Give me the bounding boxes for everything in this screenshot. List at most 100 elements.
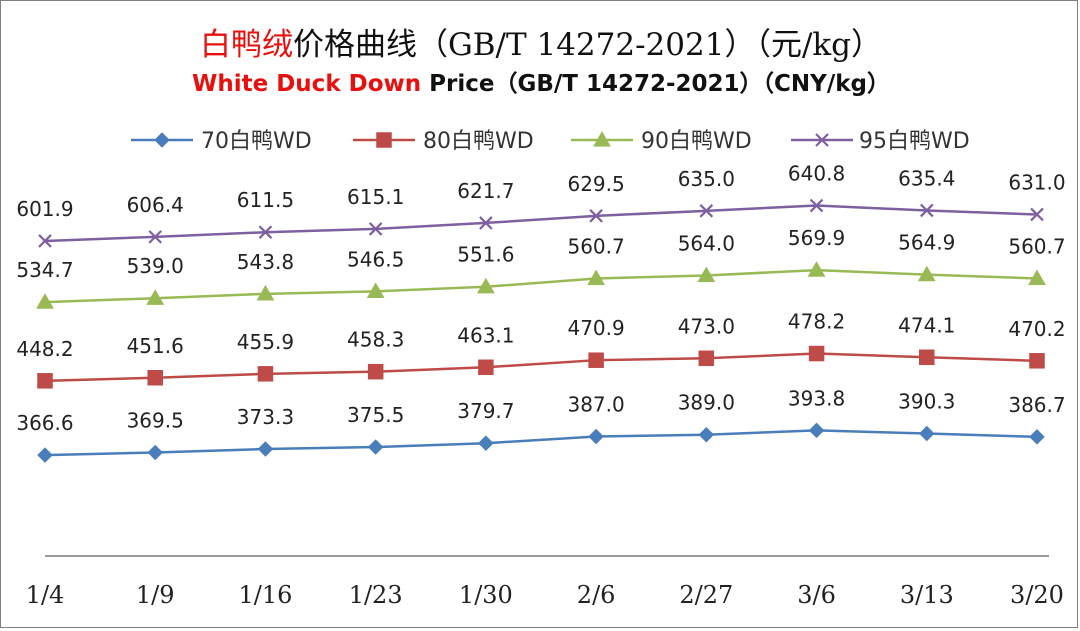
data-label: 455.9 (237, 330, 294, 354)
series-line (44, 268, 1038, 304)
data-label: 564.0 (678, 231, 735, 255)
data-label: 631.0 (1008, 170, 1065, 194)
data-label: 389.0 (678, 391, 735, 415)
data-label: 615.1 (347, 185, 404, 209)
legend-label: 90白鸭WD (641, 129, 752, 154)
chart-title-cn: 白鸭绒价格曲线（GB/T 14272-2021）（元/kg） (200, 27, 882, 63)
data-point (807, 261, 826, 277)
data-point (478, 435, 494, 452)
legend-item: 95白鸭WD (791, 129, 970, 154)
data-point (697, 266, 716, 283)
data-point (368, 222, 383, 236)
x-tick-label: 3/6 (797, 581, 836, 609)
data-point (919, 349, 935, 366)
data-point (919, 203, 934, 218)
x-tick-label: 1/4 (26, 581, 65, 609)
data-label: 621.7 (457, 179, 514, 203)
data-label: 470.9 (567, 316, 624, 340)
data-point (476, 277, 495, 294)
chart-title-cn-rest: 价格曲线（GB/T 14272-2021）（元/kg） (293, 27, 882, 63)
data-point (367, 363, 384, 380)
data-point (1028, 269, 1046, 286)
data-label: 546.5 (347, 247, 404, 271)
data-point (478, 359, 494, 376)
series: 534.7 539.0 543.8 546.5 551.6 560.7 564.0 569.9… (16, 226, 1066, 309)
chart-title-en-rest: Price（GB/T 14272-2021）（CNY/kg） (421, 70, 890, 97)
data-label: 635.0 (678, 167, 735, 191)
data-label: 448.2 (16, 337, 73, 361)
data-label: 543.8 (237, 250, 294, 274)
legend-marker (154, 132, 170, 148)
data-point (479, 216, 493, 230)
data-label: 629.5 (567, 172, 624, 196)
series-line (44, 429, 1038, 457)
data-label: 373.3 (237, 405, 294, 429)
data-label: 560.7 (567, 234, 624, 258)
chart-legend: 70白鸭WD 80白鸭WD 90白鸭WD 95白鸭WD (131, 129, 970, 154)
data-label: 473.0 (678, 314, 735, 338)
data-point (256, 284, 275, 301)
data-point (1029, 353, 1045, 369)
x-tick-label: 1/23 (349, 581, 403, 609)
data-point (808, 345, 825, 362)
legend-marker (815, 133, 829, 147)
data-label: 560.7 (1008, 234, 1065, 258)
data-point (588, 428, 604, 445)
data-label: 463.1 (457, 323, 514, 347)
data-label: 564.9 (898, 231, 955, 255)
data-label: 534.7 (16, 258, 73, 282)
series: 448.2 451.6 455.9 458.3 463.1 470.9 473.0 478.2… (16, 310, 1066, 389)
series: 601.9 606.4 611.5 615.1 621.7 629.5 635.0 640.8… (16, 162, 1066, 248)
x-axis-ticks: 1/4 1/9 1/16 1/23 1/30 2/6 2/27 3/6 3/13 3/20 (26, 581, 1064, 609)
data-point (147, 370, 163, 386)
x-tick-label: 1/30 (459, 581, 513, 609)
data-point (146, 289, 165, 305)
x-tick-label: 1/9 (136, 581, 175, 609)
data-point (37, 373, 53, 389)
data-label: 379.7 (457, 399, 514, 423)
data-label: 390.3 (898, 390, 955, 414)
plot-area: 366.6 369.5 373.3 375.5 379.7 387.0 389.0 393.8… (16, 162, 1066, 463)
data-point (1030, 207, 1044, 222)
legend-label: 70白鸭WD (201, 129, 312, 154)
x-tick-label: 3/20 (1010, 581, 1064, 609)
chart-title-en-accent: White Duck Down (192, 71, 421, 97)
data-point (917, 265, 936, 282)
data-label: 458.3 (347, 328, 404, 352)
chart-title-en: White Duck Down Price（GB/T 14272-2021）（C… (192, 70, 890, 97)
chart-title-cn-accent: 白鸭绒 (200, 27, 293, 63)
data-point (367, 439, 384, 455)
data-point (148, 230, 163, 244)
data-point (258, 225, 273, 239)
data-point (257, 441, 274, 457)
data-label: 386.7 (1008, 393, 1065, 417)
x-tick-label: 3/13 (900, 581, 954, 609)
data-label: 606.4 (127, 193, 184, 217)
data-label: 393.8 (788, 386, 845, 410)
legend-item: 80白鸭WD (353, 129, 534, 154)
x-tick-label: 2/6 (577, 581, 616, 609)
data-point (699, 204, 714, 218)
data-point (147, 444, 164, 461)
data-label: 635.4 (898, 166, 955, 190)
data-point (37, 447, 53, 463)
data-point (366, 282, 385, 299)
data-point (588, 352, 604, 368)
data-point (36, 293, 54, 309)
data-label: 539.0 (127, 254, 184, 278)
data-point (918, 425, 935, 442)
legend-label: 80白鸭WD (423, 129, 534, 154)
data-point (698, 350, 715, 367)
data-point (809, 198, 824, 213)
legend-item: 70白鸭WD (131, 129, 312, 154)
data-label: 366.6 (16, 411, 73, 435)
legend-item: 90白鸭WD (571, 129, 752, 154)
data-point (589, 209, 603, 223)
data-label: 387.0 (567, 393, 624, 417)
data-label: 551.6 (457, 243, 514, 267)
series-line (44, 204, 1038, 243)
data-label: 375.5 (347, 403, 404, 427)
data-point (808, 422, 825, 439)
